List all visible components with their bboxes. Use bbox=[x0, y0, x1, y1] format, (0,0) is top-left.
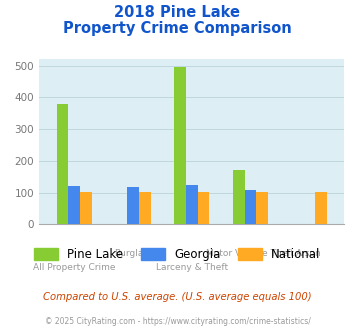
Legend: Pine Lake, Georgia, National: Pine Lake, Georgia, National bbox=[28, 242, 327, 267]
Text: Motor Vehicle Theft: Motor Vehicle Theft bbox=[206, 249, 294, 258]
Bar bbox=[174, 67, 186, 224]
Bar bbox=[186, 185, 198, 224]
Bar bbox=[256, 192, 268, 224]
Bar bbox=[245, 190, 256, 224]
Bar bbox=[315, 192, 327, 224]
Text: Larceny & Theft: Larceny & Theft bbox=[155, 263, 228, 272]
Text: 2018 Pine Lake: 2018 Pine Lake bbox=[115, 5, 240, 20]
Text: © 2025 CityRating.com - https://www.cityrating.com/crime-statistics/: © 2025 CityRating.com - https://www.city… bbox=[45, 317, 310, 326]
Text: Arson: Arson bbox=[296, 249, 322, 258]
Text: Burglary: Burglary bbox=[114, 249, 152, 258]
Text: All Property Crime: All Property Crime bbox=[33, 263, 115, 272]
Text: Property Crime Comparison: Property Crime Comparison bbox=[63, 21, 292, 36]
Text: Compared to U.S. average. (U.S. average equals 100): Compared to U.S. average. (U.S. average … bbox=[43, 292, 312, 302]
Bar bbox=[80, 192, 92, 224]
Bar bbox=[198, 192, 209, 224]
Bar bbox=[69, 186, 80, 224]
Bar bbox=[57, 104, 69, 224]
Bar bbox=[233, 171, 245, 224]
Bar bbox=[139, 192, 151, 224]
Bar bbox=[127, 187, 139, 224]
